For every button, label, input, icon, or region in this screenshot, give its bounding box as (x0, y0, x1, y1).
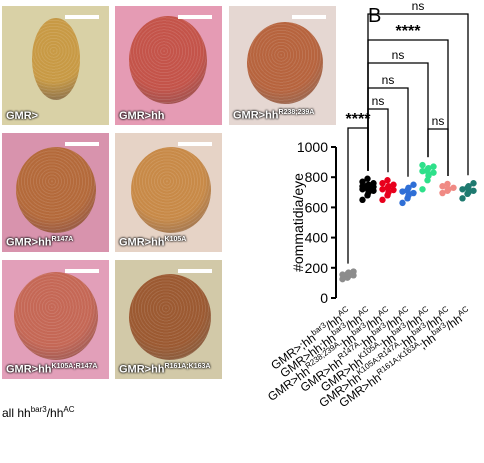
significance-bracket (367, 62, 429, 171)
eye-micrograph: GMR> (2, 6, 109, 125)
data-point (364, 175, 371, 182)
panel-b-letter: B (368, 5, 381, 27)
data-point (359, 196, 366, 204)
genotype-label: GMR>hhK105A;R147A (6, 363, 98, 376)
genotype-label: GMR> (6, 110, 39, 122)
y-tick-label: 800 (305, 169, 329, 185)
data-point (425, 172, 432, 179)
data-point (419, 161, 426, 169)
significance-label: ns (432, 114, 445, 128)
eye-micrograph: GMR>hh (115, 6, 222, 125)
y-tick-label: 0 (320, 290, 328, 306)
y-tick-label: 400 (305, 230, 329, 246)
genotype-label: GMR>hhK105A (119, 236, 187, 249)
data-point (359, 178, 366, 185)
data-point (439, 189, 446, 197)
compound-eye (32, 18, 80, 100)
significance-bracket (427, 128, 449, 176)
eye-micrograph: GMR>hhR147A (2, 133, 109, 252)
scale-bar (65, 269, 99, 273)
data-point (419, 186, 426, 193)
data-point (470, 180, 477, 187)
data-point (339, 275, 346, 283)
data-point (379, 196, 386, 204)
genotype-label: GMR>hhR147A (6, 236, 74, 249)
data-point (365, 181, 372, 188)
y-tick-label: 200 (305, 260, 329, 276)
significance-label: **** (396, 23, 422, 40)
eye-micrograph: GMR>hhR161A;K163A (115, 260, 222, 379)
scale-bar (65, 15, 99, 19)
scale-bar (178, 15, 212, 19)
y-tick-label: 1000 (297, 139, 328, 155)
data-point (410, 181, 417, 188)
data-point (350, 268, 357, 275)
data-point (390, 181, 397, 188)
scale-bar (178, 142, 212, 146)
genotype-label: GMR>hhR238;239A (233, 109, 315, 122)
eye-micrograph: GMR>hhK105A (115, 133, 222, 252)
compound-eye (247, 22, 323, 104)
significance-label: ns (382, 73, 395, 87)
compound-eye (129, 274, 211, 360)
compound-eye (129, 16, 207, 104)
significance-label: ns (372, 94, 385, 108)
genotype-footer: all hhbar3/hhAC (2, 405, 75, 420)
data-point (384, 177, 391, 184)
eye-micrograph: GMR>hhR238;239A (229, 6, 336, 125)
scale-bar (292, 15, 326, 19)
compound-eye (131, 147, 211, 233)
significance-label: **** (346, 111, 372, 128)
data-point (465, 183, 472, 190)
y-tick-label: 600 (305, 199, 329, 215)
compound-eye (14, 272, 98, 360)
data-point (405, 184, 412, 191)
data-point (379, 180, 386, 187)
compound-eye (16, 147, 96, 233)
eye-micrograph: GMR>hhK105A;R147A (2, 260, 109, 379)
data-point (459, 195, 466, 202)
significance-label: ns (412, 0, 425, 13)
data-point (370, 180, 377, 187)
data-point (444, 180, 451, 188)
y-axis-label: #ommatidia/eye (290, 173, 306, 272)
data-point (399, 199, 406, 207)
scale-bar (65, 142, 99, 146)
genotype-label: GMR>hh (119, 110, 165, 122)
data-point (430, 163, 437, 170)
data-point (405, 192, 412, 199)
significance-label: ns (392, 48, 405, 62)
scale-bar (178, 269, 212, 273)
genotype-label: GMR>hhR161A;K163A (119, 363, 211, 376)
significance-bracket (367, 13, 469, 176)
significance-bracket (367, 108, 389, 173)
data-point (425, 164, 432, 172)
